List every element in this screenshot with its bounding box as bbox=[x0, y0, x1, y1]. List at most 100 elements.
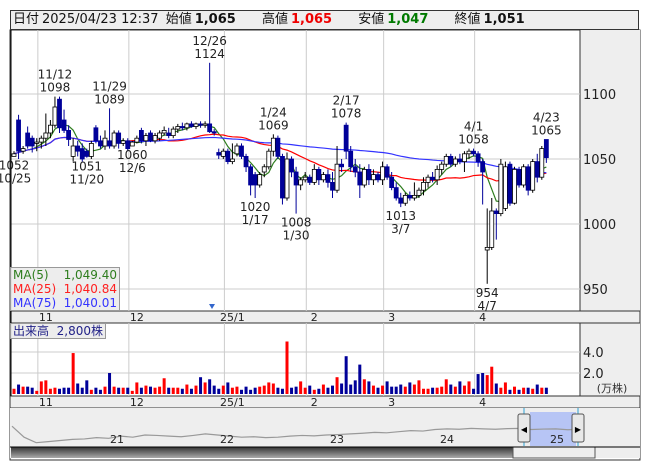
candle-body bbox=[425, 176, 431, 183]
volume-bar bbox=[317, 388, 321, 394]
annotation-price: 1065 bbox=[531, 124, 562, 138]
candle-body bbox=[243, 155, 249, 168]
candle-body bbox=[252, 174, 258, 186]
volume-bar bbox=[30, 387, 34, 394]
volume-bar bbox=[35, 390, 39, 394]
month-label: 11 bbox=[39, 396, 53, 409]
volume-bar bbox=[17, 384, 21, 394]
volume-bar bbox=[490, 366, 494, 394]
annotation-price: 1089 bbox=[94, 92, 125, 106]
month-label: 3 bbox=[388, 396, 395, 409]
volume-bar bbox=[221, 385, 225, 394]
volume-bar bbox=[217, 388, 221, 394]
volume-bar bbox=[194, 385, 198, 394]
candle-body bbox=[20, 148, 26, 152]
candle-body bbox=[275, 137, 281, 157]
annotation-price: 1069 bbox=[258, 118, 289, 132]
volume-bar bbox=[249, 389, 253, 394]
volume-bar bbox=[58, 388, 61, 394]
candle-body bbox=[29, 137, 35, 147]
volume-bar bbox=[285, 341, 289, 394]
month-label: 12 bbox=[130, 396, 144, 409]
volume-bar bbox=[344, 356, 348, 394]
volume-bar bbox=[476, 374, 480, 394]
ma75-value: 1,040.01 bbox=[63, 296, 117, 310]
candle-body bbox=[311, 168, 317, 183]
candle-body bbox=[207, 123, 213, 133]
volume-bar bbox=[139, 387, 143, 394]
volume-bar bbox=[171, 387, 175, 394]
candle-body bbox=[198, 123, 203, 126]
volume-bar bbox=[162, 378, 166, 394]
candle-body bbox=[316, 168, 322, 181]
volume-bar bbox=[358, 364, 362, 394]
volume-bar bbox=[390, 386, 394, 394]
scrollbar-thumb[interactable] bbox=[512, 446, 596, 459]
volume-bar bbox=[376, 387, 380, 394]
candle-body bbox=[38, 137, 44, 143]
volume-bar bbox=[299, 381, 303, 394]
candle-body bbox=[125, 140, 131, 150]
volume-bar bbox=[535, 384, 539, 394]
price-tick-label: 1000 bbox=[583, 218, 616, 233]
ma-legend: MA(5) 1,049.40 MA(25) 1,040.84 MA(75) 1,040… bbox=[10, 267, 120, 311]
volume-bar bbox=[522, 387, 526, 394]
candle-body bbox=[498, 163, 504, 214]
candle-body bbox=[120, 140, 126, 144]
volume-bar bbox=[294, 386, 298, 394]
candle-body bbox=[466, 150, 472, 155]
candle-body bbox=[398, 197, 404, 204]
annotation-price: 1058 bbox=[458, 133, 489, 147]
candle-body bbox=[543, 139, 549, 159]
annotation-date: 3/7 bbox=[391, 222, 410, 236]
candle-body bbox=[289, 158, 294, 173]
volume-value: 2,800株 bbox=[56, 324, 104, 338]
annotation-price: 1098 bbox=[40, 81, 71, 95]
volume-bar bbox=[367, 381, 371, 394]
volume-bar bbox=[422, 388, 425, 394]
annotation-date: 1/17 bbox=[242, 213, 269, 227]
volume-bar bbox=[126, 387, 130, 394]
candle-body bbox=[298, 179, 304, 186]
candle-body bbox=[534, 161, 540, 178]
volume-bar bbox=[212, 385, 216, 394]
navigator-right-handle[interactable] bbox=[571, 413, 585, 443]
volume-bar bbox=[267, 382, 271, 394]
volume-bar bbox=[76, 383, 80, 394]
volume-bar bbox=[253, 387, 257, 394]
candle-body bbox=[148, 132, 153, 142]
candle-body bbox=[280, 155, 285, 199]
annotation-price: 1078 bbox=[331, 107, 362, 121]
navigator-year-label: 25 bbox=[550, 433, 564, 446]
volume-bar bbox=[62, 387, 66, 394]
month-label: 4 bbox=[479, 311, 486, 324]
ma25-label: MA(25) bbox=[13, 282, 57, 296]
volume-bar bbox=[26, 386, 30, 394]
annotation-date: 11/12 bbox=[38, 68, 73, 82]
navigator-left-handle[interactable] bbox=[517, 413, 531, 443]
candle-body bbox=[257, 174, 263, 186]
candle-body bbox=[361, 168, 367, 186]
month-label: 2 bbox=[311, 396, 318, 409]
close-label: 終値 bbox=[454, 12, 481, 27]
month-label: 4 bbox=[479, 396, 486, 409]
candle-body bbox=[202, 123, 208, 126]
candle-body bbox=[102, 137, 108, 147]
candle-body bbox=[211, 131, 217, 134]
volume-bar bbox=[394, 386, 398, 394]
month-label: 3 bbox=[388, 311, 395, 324]
annotation-price: 1008 bbox=[281, 216, 312, 230]
volume-bar bbox=[117, 387, 121, 394]
volume-bar bbox=[230, 387, 234, 394]
volume-bar bbox=[276, 387, 280, 394]
volume-bar bbox=[431, 387, 435, 394]
month-label: 2 bbox=[311, 311, 318, 324]
volume-bar bbox=[453, 386, 457, 394]
candle-body bbox=[220, 150, 226, 157]
candle-body bbox=[189, 123, 194, 127]
candle-body bbox=[489, 210, 495, 248]
volume-bar bbox=[481, 373, 485, 394]
volume-bar bbox=[108, 373, 112, 394]
candle-body bbox=[439, 163, 445, 170]
